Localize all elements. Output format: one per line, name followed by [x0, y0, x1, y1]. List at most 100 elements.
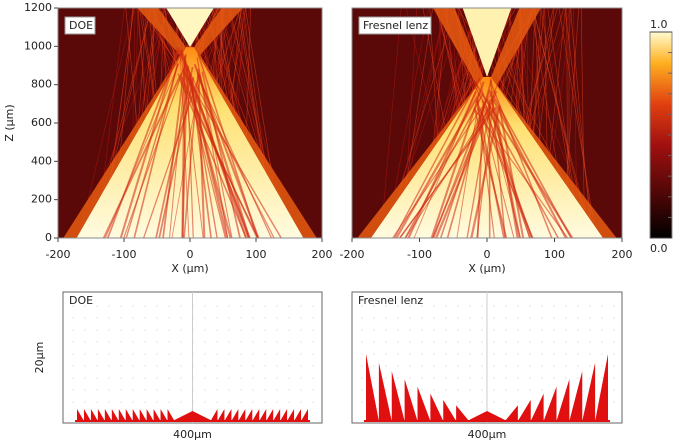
profile-tooth	[556, 379, 570, 421]
grid-dot	[397, 317, 399, 319]
grid-dot	[361, 377, 363, 379]
focus-cone-edge	[63, 8, 186, 238]
profile-tooth	[252, 409, 260, 421]
grid-dot	[457, 341, 459, 343]
x-tick-label: -200	[340, 248, 365, 261]
grid-dot	[144, 329, 146, 331]
grid-dot	[373, 377, 375, 379]
grid-dot	[252, 389, 254, 391]
grid-dot	[96, 341, 98, 343]
grid-dot	[120, 389, 122, 391]
grid-dot	[505, 317, 507, 319]
grid-dot	[529, 377, 531, 379]
grid-dot	[421, 341, 423, 343]
grid-dot	[601, 365, 603, 367]
x-axis-label: X (μm)	[468, 262, 505, 275]
grid-dot	[300, 377, 302, 379]
grid-dot	[96, 317, 98, 319]
profile-tooth	[294, 409, 302, 421]
panel-label: DOE	[69, 19, 93, 32]
grid-dot	[120, 353, 122, 355]
inner-ray	[489, 80, 553, 238]
grid-dot	[433, 341, 435, 343]
grid-dot	[505, 377, 507, 379]
grid-dot	[577, 329, 579, 331]
profile-tooth	[569, 371, 583, 421]
profile-tooth	[245, 409, 253, 421]
inner-ray	[158, 77, 195, 238]
grid-dot	[397, 365, 399, 367]
grid-dot	[601, 329, 603, 331]
grid-dot	[168, 305, 170, 307]
grid-dot	[132, 329, 134, 331]
grid-dot	[252, 377, 254, 379]
grid-dot	[445, 365, 447, 367]
grid-dot	[589, 329, 591, 331]
grid-dot	[517, 353, 519, 355]
grid-dot	[565, 305, 567, 307]
grid-dot	[288, 329, 290, 331]
grid-dot	[264, 377, 266, 379]
profile-tooth	[543, 386, 557, 421]
grid-dot	[204, 341, 206, 343]
grid-dot	[577, 365, 579, 367]
grid-dot	[481, 401, 483, 403]
grid-dot	[132, 389, 134, 391]
grid-dot	[156, 401, 158, 403]
grid-dot	[553, 389, 555, 391]
profile-tooth	[417, 386, 431, 421]
profile-tooth	[456, 405, 469, 421]
grid-dot	[252, 305, 254, 307]
grid-dot	[240, 389, 242, 391]
grid-dot	[421, 389, 423, 391]
grid-dot	[120, 305, 122, 307]
y-tick-label: 800	[31, 78, 52, 91]
grid-dot	[276, 365, 278, 367]
grid-dot	[144, 341, 146, 343]
grid-dot	[469, 365, 471, 367]
grid-dot	[469, 317, 471, 319]
grid-dot	[373, 389, 375, 391]
grid-dot	[481, 365, 483, 367]
grid-dot	[144, 365, 146, 367]
profile-tooth	[111, 409, 119, 421]
inner-ray	[178, 78, 248, 238]
inner-ray	[125, 63, 179, 238]
grid-dot	[120, 329, 122, 331]
grid-dot	[216, 329, 218, 331]
grid-dot	[84, 377, 86, 379]
grid-dot	[421, 317, 423, 319]
grid-dot	[204, 389, 206, 391]
grid-dot	[72, 377, 74, 379]
grid-dot	[601, 305, 603, 307]
grid-dot	[409, 377, 411, 379]
profile-tooth	[273, 409, 281, 421]
grid-dot	[565, 377, 567, 379]
grid-dot	[144, 317, 146, 319]
colorbar-tick-label: 0.0	[650, 242, 668, 255]
x-tick-label: 200	[612, 248, 633, 261]
grid-dot	[589, 353, 591, 355]
grid-dot	[565, 353, 567, 355]
grid-dot	[565, 365, 567, 367]
grid-dot	[469, 353, 471, 355]
grid-dot	[216, 365, 218, 367]
grid-dot	[373, 329, 375, 331]
grid-dot	[409, 317, 411, 319]
grid-dot	[361, 317, 363, 319]
grid-dot	[601, 353, 603, 355]
grid-dot	[385, 365, 387, 367]
grid-dot	[505, 329, 507, 331]
grid-dot	[228, 389, 230, 391]
grid-dot	[373, 353, 375, 355]
grid-dot	[228, 353, 230, 355]
grid-dot	[264, 305, 266, 307]
grid-dot	[156, 305, 158, 307]
grid-dot	[577, 305, 579, 307]
grid-dot	[445, 401, 447, 403]
grid-dot	[481, 329, 483, 331]
profile-tooth	[139, 409, 147, 421]
grid-dot	[84, 329, 86, 331]
grid-dot	[240, 305, 242, 307]
profile-tooth	[595, 354, 608, 421]
